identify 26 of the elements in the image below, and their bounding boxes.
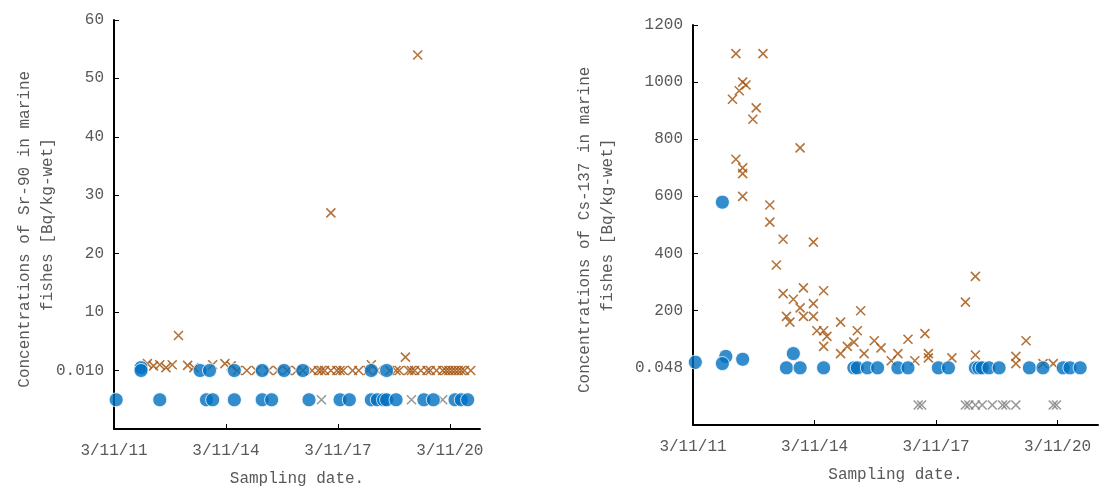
- x-tick-label: 3/11/11: [659, 438, 727, 456]
- y-tick-label: 40: [84, 127, 104, 146]
- y-tick-label: 0.010: [55, 361, 104, 380]
- x-tick-label: 3/11/20: [416, 442, 484, 460]
- y-axis-title: Concentrations of Cs-137 in marine fishes [Bq/kg-wet]: [575, 56, 617, 394]
- x-axis-title: Sampling date.: [828, 466, 963, 484]
- y-tick-label: 200: [654, 301, 683, 320]
- x-tick-label: 3/11/20: [1023, 438, 1092, 456]
- x-tick-label: 3/11/14: [780, 438, 849, 456]
- y-tick-label: 1000: [644, 73, 683, 92]
- x-axis-title: Sampling date.: [229, 470, 365, 488]
- y-tick-label: 20: [84, 244, 104, 263]
- y-tick-label: 10: [84, 303, 104, 322]
- y-tick-label: 400: [654, 244, 683, 263]
- y-tick-label: 1200: [644, 16, 683, 34]
- y-tick-label: 60: [84, 11, 104, 29]
- y-tick-label: 30: [84, 186, 104, 205]
- x-tick-label: 3/11/17: [902, 438, 970, 456]
- y-tick-label: 800: [654, 130, 683, 149]
- x-tick-label: 3/11/14: [192, 442, 260, 460]
- y-tick-label: 0.048: [634, 358, 683, 377]
- y-tick-label: 50: [84, 69, 104, 88]
- y-axis-title: Concentrations of Sr-90 in marine fishes [Bq/kg-wet]: [15, 61, 57, 388]
- x-tick-label: 3/11/17: [304, 442, 372, 460]
- x-tick-label: 3/11/11: [80, 442, 148, 460]
- y-tick-label: 600: [654, 187, 683, 206]
